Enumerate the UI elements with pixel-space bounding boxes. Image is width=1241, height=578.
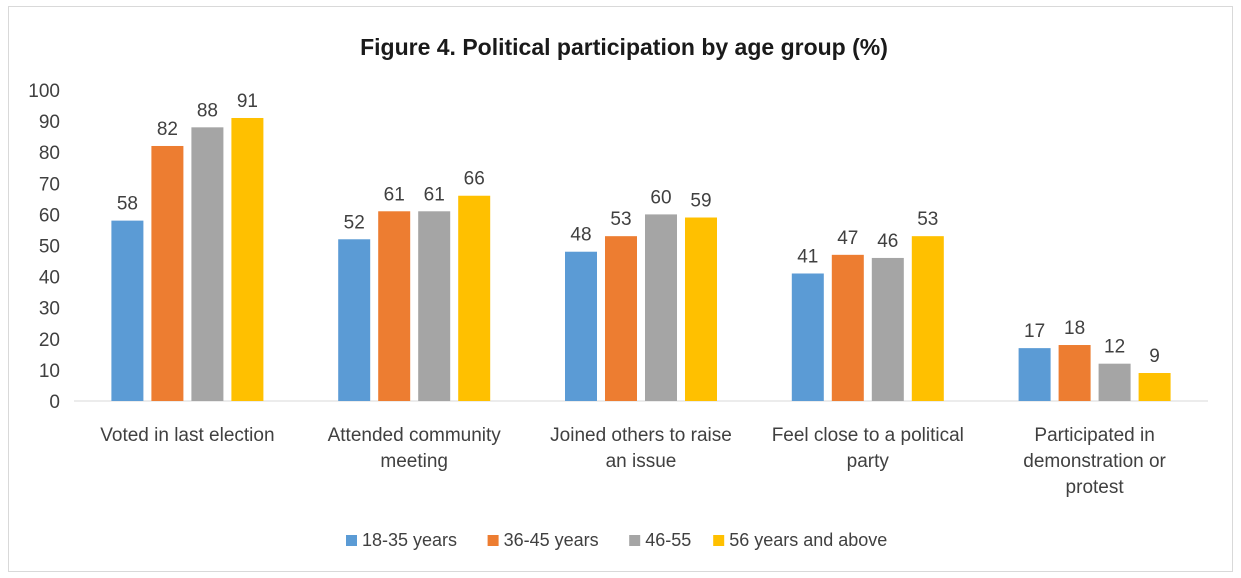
bar [831, 254, 864, 401]
category-label: Attended community [328, 425, 502, 446]
data-label: 61 [384, 184, 405, 205]
bar [338, 239, 371, 401]
legend-swatch [713, 535, 725, 546]
bar [1018, 348, 1051, 401]
y-tick-label: 70 [39, 174, 60, 195]
category-label: Voted in last election [100, 425, 274, 446]
data-label: 53 [917, 209, 938, 230]
category-label: an issue [606, 451, 677, 472]
bar [231, 117, 264, 402]
bar [458, 195, 491, 401]
bar [1058, 345, 1091, 401]
y-tick-label: 40 [39, 268, 60, 289]
category-label: Feel close to a political [772, 425, 964, 446]
y-tick-label: 100 [28, 81, 60, 102]
data-label: 9 [1149, 346, 1160, 367]
category-label: Joined others to raise [550, 425, 732, 446]
bar [911, 236, 944, 401]
bar [1138, 373, 1171, 401]
x-axis: Voted in last election Attended community… [100, 425, 1166, 498]
category-label: Participated in [1034, 425, 1154, 446]
legend-label: 36-45 years [504, 530, 599, 550]
bar [871, 257, 904, 401]
chart-title: Figure 4. Political participation by age… [360, 34, 888, 60]
bar [418, 211, 451, 401]
y-tick-label: 90 [39, 112, 60, 133]
y-tick-label: 80 [39, 143, 60, 164]
data-label: 60 [650, 187, 671, 208]
legend-swatch [487, 535, 499, 546]
bar [645, 214, 677, 401]
data-label: 66 [464, 169, 485, 190]
data-labels-group: 58 82 88 91 52 61 61 66 48 53 60 59 41 47 46 53 17 18 12 9 [117, 91, 1160, 367]
y-tick-label: 0 [49, 392, 60, 413]
category-label: meeting [380, 451, 448, 472]
data-label: 46 [877, 231, 898, 252]
y-tick-label: 30 [39, 299, 60, 320]
data-label: 48 [570, 225, 591, 246]
legend-label: 46-55 [645, 530, 691, 550]
legend-swatch [346, 535, 357, 546]
legend-swatch [629, 535, 641, 546]
data-label: 47 [837, 228, 858, 249]
data-label: 52 [344, 212, 365, 233]
data-label: 18 [1064, 318, 1085, 339]
category-label: protest [1066, 477, 1125, 498]
data-label: 53 [610, 209, 631, 230]
data-label: 91 [237, 91, 258, 112]
bar [151, 145, 184, 401]
y-tick-label: 20 [39, 330, 60, 351]
bar [565, 251, 597, 401]
data-label: 59 [690, 191, 711, 212]
data-label: 61 [424, 184, 445, 205]
bar [191, 127, 224, 401]
y-tick-label: 10 [39, 361, 60, 382]
legend-label: 56 years and above [729, 530, 887, 550]
bars-group [111, 117, 1171, 402]
data-label: 17 [1024, 321, 1045, 342]
bar [111, 220, 144, 401]
bar [605, 236, 637, 401]
bar [685, 217, 717, 401]
category-label: demonstration or [1023, 451, 1166, 472]
bar [791, 273, 824, 401]
legend-label: 18-35 years [362, 530, 457, 550]
data-label: 82 [157, 119, 178, 140]
data-label: 58 [117, 194, 138, 215]
y-tick-label: 60 [39, 205, 60, 226]
data-label: 88 [197, 100, 218, 121]
data-label: 41 [797, 246, 818, 267]
category-label: party [847, 451, 890, 472]
bar [378, 211, 411, 401]
bar [1098, 363, 1131, 401]
y-tick-label: 50 [39, 237, 60, 258]
legend: 18-35 years 36-45 years 46-55 56 years and … [346, 530, 887, 550]
data-label: 12 [1104, 337, 1125, 358]
